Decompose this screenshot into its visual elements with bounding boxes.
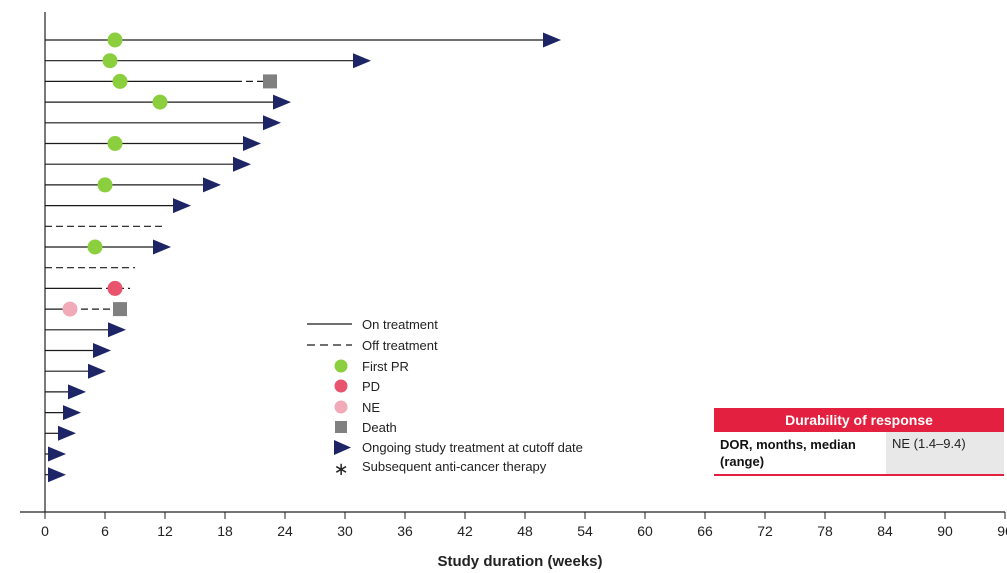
x-tick-label: 12 — [157, 523, 173, 539]
x-tick-label: 36 — [397, 523, 413, 539]
ongoing-marker — [173, 198, 191, 214]
x-tick-label: 30 — [337, 523, 353, 539]
legend-ongoing-marker — [334, 440, 351, 455]
x-tick-label: 66 — [697, 523, 713, 539]
patient-row — [45, 343, 111, 358]
ongoing-marker — [48, 446, 66, 462]
durability-table: Durability of response DOR, months, medi… — [714, 408, 1004, 476]
patient-row — [45, 425, 76, 441]
patient-row — [45, 446, 66, 462]
legend-off-treatment: Off treatment — [362, 338, 438, 353]
ongoing-marker — [153, 239, 171, 255]
legend-death-marker — [335, 421, 347, 433]
x-tick-label: 72 — [757, 523, 773, 539]
x-tick-label: 84 — [877, 523, 893, 539]
x-tick-label: 54 — [577, 523, 593, 539]
ongoing-marker — [273, 94, 291, 110]
patient-row — [45, 239, 171, 255]
ongoing-marker — [48, 467, 66, 483]
patient-row — [45, 53, 371, 69]
ongoing-marker — [63, 405, 81, 421]
x-tick-label: 24 — [277, 523, 293, 539]
death-marker — [263, 74, 277, 89]
first-pr-marker — [102, 53, 118, 69]
x-axis-label: Study duration (weeks) — [437, 553, 602, 570]
first-pr-marker — [107, 136, 123, 151]
legend-subsequent: Subsequent anti-cancer therapy — [362, 459, 547, 474]
x-tick-label: 42 — [457, 523, 473, 539]
legend-ongoing: Ongoing study treatment at cutoff date — [362, 440, 583, 455]
patient-row — [45, 384, 86, 400]
ongoing-marker — [353, 53, 371, 69]
ne-marker — [62, 301, 78, 317]
ongoing-marker — [88, 363, 106, 379]
patient-row — [45, 322, 126, 338]
patient-row — [45, 156, 251, 172]
patient-row — [45, 177, 221, 193]
legend-death: Death — [362, 420, 397, 435]
first-pr-marker — [107, 32, 123, 48]
legend-ne: NE — [362, 400, 380, 415]
first-pr-marker — [152, 94, 168, 110]
ongoing-marker — [263, 115, 281, 131]
first-pr-marker — [112, 73, 128, 89]
durability-table-row: DOR, months, median (range) NE (1.4–9.4) — [714, 432, 1004, 476]
ongoing-marker — [68, 384, 86, 400]
x-tick-label: 0 — [41, 523, 49, 539]
x-tick-label: 90 — [937, 523, 953, 539]
patient-row — [45, 73, 277, 89]
x-tick-label: 18 — [217, 523, 233, 539]
durability-table-title: Durability of response — [714, 408, 1004, 432]
legend-subsequent-marker: ∗ — [333, 459, 348, 480]
ongoing-marker — [543, 32, 561, 48]
legend: On treatment Off treatment First PR PD N… — [307, 317, 583, 480]
dor-row-value: NE (1.4–9.4) — [886, 432, 1004, 474]
patient-rows — [45, 32, 561, 483]
legend-ne-marker — [334, 400, 348, 414]
patient-row — [45, 94, 291, 110]
legend-on-treatment: On treatment — [362, 317, 438, 332]
ongoing-marker — [233, 156, 251, 172]
patient-row — [45, 301, 127, 317]
legend-first-pr-marker — [334, 359, 348, 373]
ongoing-marker — [203, 177, 221, 193]
ongoing-marker — [108, 322, 126, 338]
pd-marker — [107, 280, 123, 296]
death-marker — [113, 302, 127, 317]
first-pr-marker — [87, 239, 103, 255]
x-tick-label: 48 — [517, 523, 533, 539]
x-tick-label: 60 — [637, 523, 653, 539]
ongoing-marker — [93, 343, 111, 358]
patient-row — [45, 363, 106, 379]
ongoing-marker — [243, 136, 261, 151]
legend-first-pr: First PR — [362, 359, 409, 374]
patient-row — [45, 32, 561, 48]
patient-row — [45, 115, 281, 131]
patient-row — [45, 198, 191, 214]
patient-row — [45, 280, 130, 296]
x-tick-label: 96 — [997, 523, 1007, 539]
first-pr-marker — [97, 177, 113, 193]
x-tick-label: 78 — [817, 523, 833, 539]
patient-row — [45, 136, 261, 151]
x-ticks: 0 6 12 18 24 30 36 42 48 54 60 66 72 78 84 90 96 — [41, 512, 1007, 539]
legend-pd-marker — [334, 379, 348, 393]
legend-pd: PD — [362, 379, 380, 394]
dor-row-label: DOR, months, median (range) — [714, 432, 886, 474]
ongoing-marker — [58, 425, 76, 441]
x-tick-label: 6 — [101, 523, 109, 539]
patient-row — [45, 405, 81, 421]
patient-row — [45, 467, 66, 483]
